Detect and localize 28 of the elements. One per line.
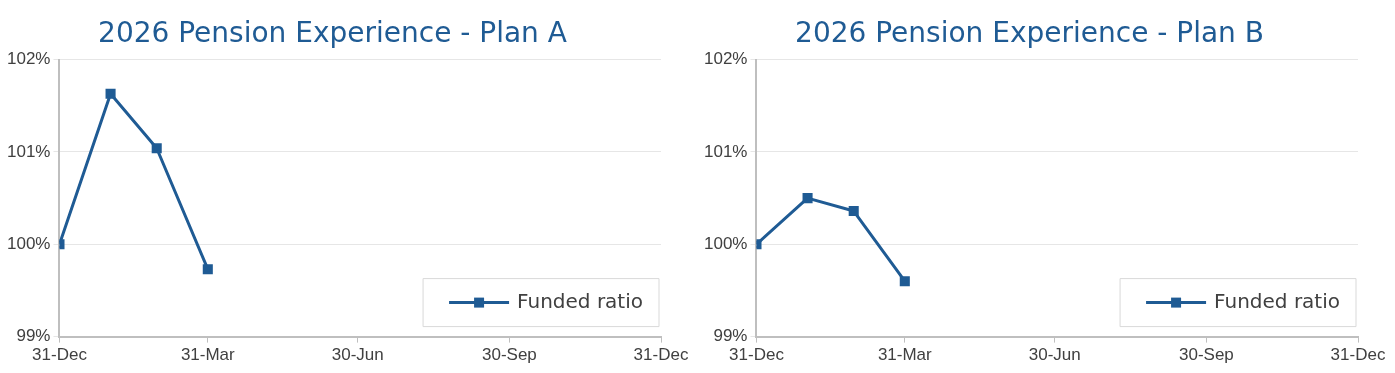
x-tick-label: 30-Jun: [331, 345, 384, 365]
legend-label: Funded ratio: [1214, 288, 1341, 313]
point: [105, 88, 116, 99]
y-tick-label: 102%: [704, 49, 748, 69]
y-tick-label: 100%: [704, 233, 748, 253]
x-tick-label: 31-Dec: [32, 345, 88, 365]
x-tick-label: 31-Dec: [729, 345, 785, 365]
x-tick-label: 30-Sep: [1178, 345, 1234, 365]
y-tick-label: 102%: [7, 49, 51, 69]
chart-title: 2026 Pension Experience - Plan B: [795, 16, 1264, 50]
point: [802, 193, 813, 204]
x-tick-label: 31-Dec: [1330, 345, 1386, 365]
y-tick-label: 101%: [7, 141, 51, 161]
x-tick-label: 31-Dec: [633, 345, 689, 365]
legend-label: Funded ratio: [517, 288, 644, 313]
point: [848, 205, 859, 217]
y-tick-label: 99%: [713, 326, 748, 346]
x-tick-label: 31-Mar: [877, 345, 933, 365]
point: [202, 264, 213, 275]
chart-title: 2026 Pension Experience - Plan A: [98, 16, 567, 50]
point: [899, 276, 910, 287]
y-tick-label: 101%: [704, 141, 748, 161]
x-tick-label: 31-Mar: [180, 345, 236, 365]
x-tick-label: 30-Jun: [1028, 345, 1081, 365]
point: [151, 143, 162, 154]
x-tick-label: 30-Sep: [481, 345, 537, 365]
y-tick-label: 100%: [7, 233, 51, 253]
y-tick-label: 99%: [16, 326, 51, 346]
